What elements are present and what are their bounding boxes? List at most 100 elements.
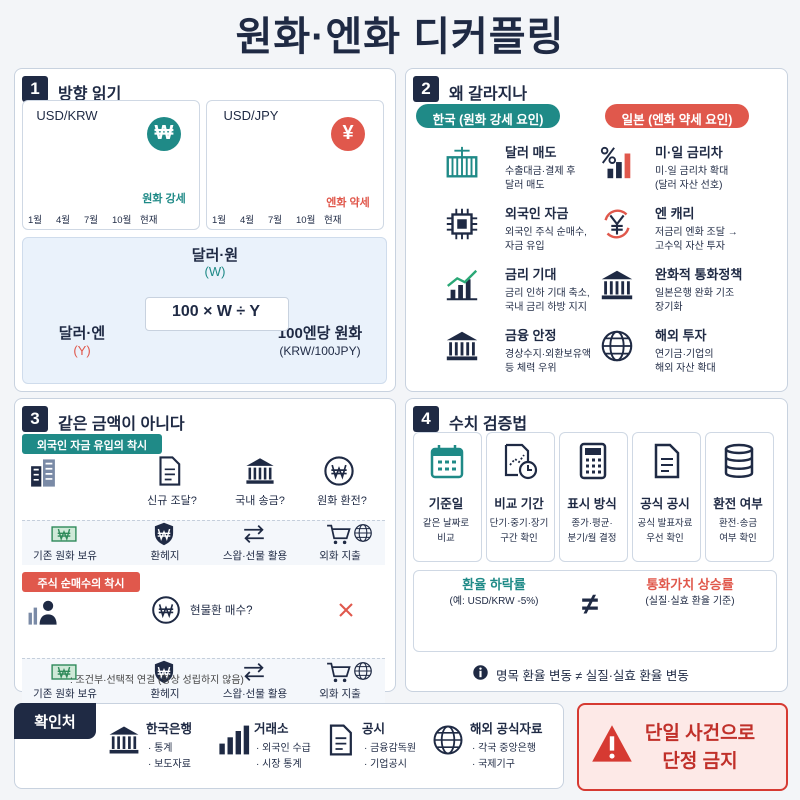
card-desc: 환전·송금 <box>718 518 758 529</box>
outcome-band <box>22 520 385 565</box>
case-tag-text: 외국인 자금 유입의 착시 <box>36 440 148 452</box>
case-tag <box>22 572 140 592</box>
icon <box>446 331 478 361</box>
factor-desc: 미·일 금리차 확대 <box>655 166 729 177</box>
icon <box>600 146 631 179</box>
factor-desc: 수출대금·결제 후 <box>505 166 576 177</box>
factor-title: 미·일 금리차 <box>655 145 723 160</box>
sources-title-bg <box>14 703 96 739</box>
panel-number: 3 <box>30 409 40 428</box>
step-label: 신규 조달? <box>147 495 197 507</box>
icon <box>327 662 351 683</box>
icon <box>354 662 372 680</box>
source-detail: · 각국 중앙은행 <box>472 743 537 754</box>
icon <box>244 524 264 544</box>
case-tag-text: 주식 순매수의 착시 <box>37 578 125 590</box>
x-label: 현재 <box>324 215 342 226</box>
sources-title: 확인처 <box>34 714 76 731</box>
side-header <box>605 104 749 128</box>
compare-note: (실질·실효 환율 기준) <box>645 596 735 607</box>
source-name: 거래소 <box>254 722 289 736</box>
sources-box <box>14 703 564 789</box>
factor-desc: (달러 자산 선호) <box>655 180 723 191</box>
source-detail: · 금융감독원 <box>364 743 417 754</box>
card-desc: 비교 <box>437 533 455 544</box>
card-desc: 단기·중기·장기 <box>489 518 549 529</box>
warning-text: 단정 금지 <box>662 751 738 772</box>
panel-number: 4 <box>421 409 431 428</box>
icon <box>246 458 274 484</box>
note-text: 명목 환율 변동 ≠ 실질·실효 환율 변동 <box>496 669 689 683</box>
side-header-text: 일본 (엔화 약세 요인) <box>621 113 733 127</box>
card-title: 표시 방식 <box>567 497 617 511</box>
case-tag <box>22 434 162 454</box>
outcome-label: 외화 지출 <box>319 688 361 700</box>
comparison-box <box>413 570 777 652</box>
icon <box>154 522 174 546</box>
outcome-label: 환헤지 <box>150 688 180 700</box>
card-desc: 같은 날짜로 <box>422 518 470 529</box>
node-code: (Y) <box>73 343 91 358</box>
formula-box <box>145 297 289 331</box>
x-label: 7월 <box>84 215 99 226</box>
source-detail: · 기업공시 <box>364 759 407 770</box>
compare-title: 통화가치 상승률 <box>646 577 734 592</box>
outcome-label: 외화 지출 <box>319 550 361 562</box>
node-code: (W) <box>204 264 226 279</box>
factor-desc: 등 체력 우위 <box>505 363 557 374</box>
node-name: 100엔당 원화 <box>277 325 363 342</box>
x-label: 4월 <box>240 215 255 226</box>
warning-text: 단일 사건으로 <box>644 723 756 744</box>
icon <box>28 600 57 625</box>
step-label: 현물환 매수? <box>190 605 253 617</box>
node-name: 달러·엔 <box>58 325 106 342</box>
not-equal: ≠ <box>581 588 599 621</box>
number-badge <box>22 76 48 102</box>
currency-symbol: ₩ <box>154 122 174 144</box>
icon <box>654 443 680 479</box>
factor-desc: 일본은행 완화 기조 <box>655 288 735 299</box>
outcome-label: 스왑·선물 활용 <box>222 550 288 562</box>
x-label: 4월 <box>56 215 71 226</box>
source-detail: · 시장 통계 <box>256 759 302 770</box>
icon <box>51 526 77 542</box>
card-title: 환전 여부 <box>713 497 763 511</box>
node-name: 달러·원 <box>191 247 239 264</box>
outcome-label: 기존 원화 보유 <box>33 550 97 562</box>
icon <box>579 442 607 480</box>
source-detail: · 보도자료 <box>148 759 191 770</box>
panel-number: 2 <box>421 79 431 98</box>
icon <box>601 330 633 362</box>
card-desc: 구간 확인 <box>500 533 538 544</box>
symbol-badge <box>331 117 365 151</box>
icon <box>446 269 478 301</box>
card-title: 비교 기간 <box>494 497 544 511</box>
card-desc: 우선 확인 <box>646 533 684 544</box>
outcome-label: 스왑·선물 활용 <box>222 688 288 700</box>
icon <box>159 456 181 486</box>
outcome-label: 기존 원화 보유 <box>33 688 97 700</box>
icon <box>592 725 632 762</box>
x-label: 현재 <box>140 215 158 226</box>
factor-title: 외국인 자금 <box>505 206 569 221</box>
icon <box>446 208 478 240</box>
icon <box>219 725 250 755</box>
number-badge <box>22 406 48 432</box>
factor-desc: 국내 금리 하방 지지 <box>505 302 587 313</box>
card-title: 기준일 <box>428 497 464 511</box>
panel-title: 같은 금액이 아니다 <box>58 416 185 433</box>
card-title: 공식 공시 <box>640 497 690 511</box>
outcome-label: 환헤지 <box>150 550 180 562</box>
source-detail: · 통계 <box>148 743 173 754</box>
source-name: 한국은행 <box>146 722 193 736</box>
icon <box>604 209 630 239</box>
method-card <box>486 432 555 562</box>
page-title: 원화·엔화 디커플링 <box>235 15 565 59</box>
icon <box>354 524 372 542</box>
icon <box>504 443 538 480</box>
formula: 100 × W ÷ Y <box>171 303 261 320</box>
factor-desc: 해외 자산 확대 <box>655 363 716 374</box>
x-label: 10월 <box>112 215 132 226</box>
icon <box>244 662 264 682</box>
